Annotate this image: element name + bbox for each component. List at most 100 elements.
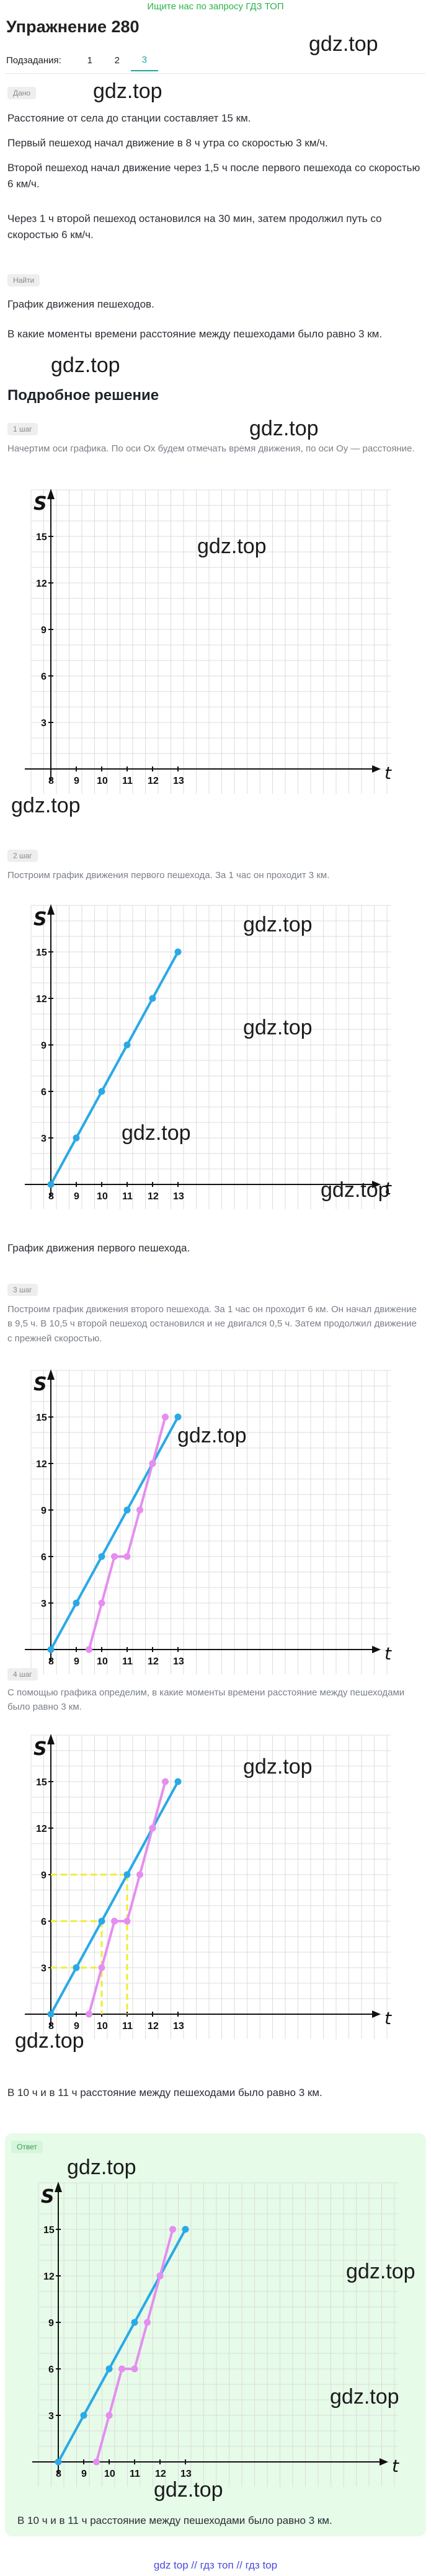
series-point-2	[123, 1917, 131, 1925]
x-axis-arrow	[372, 2010, 381, 2018]
x-tick-label: 13	[173, 1191, 184, 1202]
series-point-1	[123, 1506, 131, 1514]
series-point-1	[123, 1871, 131, 1878]
y-tick-label: 3	[41, 1599, 47, 1609]
watermark: gdz.top	[249, 417, 319, 440]
watermark: gdz.top	[177, 1424, 247, 1447]
graph-1: t S 8 9 10 11 12 13 3 6 9 12 15	[25, 477, 397, 800]
series-point-2	[86, 2010, 92, 2018]
y-tick-label: 12	[36, 1459, 47, 1470]
series-point-2	[98, 1964, 105, 1971]
y-axis-label: S	[33, 908, 47, 930]
y-axis-label: S	[41, 2186, 55, 2208]
y-tick-label: 15	[43, 2225, 55, 2236]
x-axis-label: t	[392, 2456, 399, 2476]
chart-svg: t S 8 9 10 11 12 13 3 6 9 12 15	[25, 1734, 392, 2039]
watermark: gdz.top	[51, 353, 120, 377]
find-label: Найти	[7, 274, 40, 286]
watermark: gdz.top	[197, 535, 267, 558]
y-tick-label: 12	[36, 579, 47, 589]
series-point-2	[136, 1506, 143, 1514]
series-point-1	[98, 1088, 105, 1095]
tab-subtask-1[interactable]: 1	[87, 55, 92, 66]
step-4-label: 4 шаг	[7, 1668, 38, 1681]
x-tick-label: 10	[97, 776, 108, 786]
watermark: gdz.top	[154, 2478, 223, 2502]
y-tick-label: 15	[36, 532, 47, 543]
series-point-2	[169, 2226, 176, 2233]
chart-svg: t S 8 9 10 11 12 13 3 6 9 12 15	[32, 2182, 399, 2487]
page-title: Упражнение 280	[6, 17, 140, 36]
series-point-1	[80, 2412, 87, 2419]
series-point-1	[174, 948, 182, 956]
watermark: gdz.top	[11, 794, 81, 817]
step-4-caption: В 10 ч и в 11 ч расстояние между пешеход…	[7, 2087, 322, 2099]
footer-links[interactable]: gdz top // гдз топ // гдз top	[153, 2559, 278, 2571]
x-tick-label: 13	[180, 2469, 192, 2479]
x-axis-label: t	[384, 763, 392, 783]
series-point-2	[93, 2458, 100, 2466]
step-1-label: 1 шаг	[7, 423, 38, 435]
y-tick-label: 6	[41, 1917, 47, 1927]
y-tick-label: 3	[41, 718, 47, 729]
series-point-1	[47, 2010, 55, 2018]
y-tick-label: 6	[48, 2365, 54, 2375]
series-point-2	[136, 1871, 143, 1878]
series-point-1	[73, 1964, 80, 1971]
y-tick-label: 9	[41, 625, 47, 636]
series-point-2	[98, 1599, 105, 1607]
x-tick-label: 12	[155, 2469, 166, 2479]
x-tick-label: 8	[48, 776, 54, 786]
find-line: В какие моменты времени расстояние между…	[7, 328, 383, 340]
x-tick-label: 8	[48, 1656, 54, 1667]
x-tick-label: 13	[173, 1656, 184, 1667]
y-tick-label: 15	[36, 1777, 47, 1788]
x-tick-label: 8	[48, 1191, 54, 1202]
graph-2: t S 8 9 10 11 12 13 3 6 9 12 15	[25, 893, 397, 1215]
y-axis-arrow	[47, 1369, 55, 1380]
step-3-label: 3 шаг	[7, 1284, 38, 1296]
solution-title: Подробное решение	[7, 387, 159, 404]
x-tick-label: 9	[74, 1191, 79, 1202]
subtasks-label: Подзадания:	[6, 55, 61, 66]
series-point-1	[123, 1041, 131, 1049]
watermark: gdz.top	[15, 2029, 84, 2053]
x-tick-label: 9	[74, 2021, 79, 2032]
watermark: gdz.top	[67, 2156, 136, 2179]
x-axis-label: t	[384, 1178, 392, 1199]
x-tick-label: 9	[81, 2469, 87, 2479]
step-3-text: Построим график движения второго пешеход…	[7, 1304, 417, 1344]
series-point-2	[131, 2365, 138, 2373]
series-point-1	[73, 1134, 80, 1142]
y-axis-label: S	[33, 1374, 47, 1395]
series-line-1	[50, 951, 179, 1185]
x-axis-label: t	[384, 1643, 392, 1664]
series-point-1	[182, 2226, 189, 2233]
y-axis-arrow	[55, 2182, 62, 2192]
tab-subtask-3[interactable]: 3	[130, 55, 158, 71]
y-axis-label: S	[33, 1738, 47, 1760]
search-banner[interactable]: Ищите нас по запросу ГДЗ ТОП	[147, 1, 284, 12]
tab-subtask-2[interactable]: 2	[114, 55, 120, 66]
y-tick-label: 9	[41, 1041, 47, 1051]
x-tick-label: 11	[122, 776, 133, 786]
series-point-2	[149, 1460, 156, 1467]
series-point-1	[73, 1599, 80, 1607]
watermark: gdz.top	[93, 79, 162, 103]
find-line: График движения пешеходов.	[7, 298, 154, 310]
y-axis-arrow	[47, 489, 55, 499]
x-axis-arrow	[372, 1646, 381, 1653]
y-tick-label: 9	[48, 2318, 54, 2329]
series-point-2	[105, 2412, 113, 2419]
y-axis-arrow	[47, 904, 55, 915]
series-line-1	[50, 1416, 179, 1650]
series-point-1	[98, 1553, 105, 1560]
x-axis-label: t	[384, 2008, 392, 2028]
y-tick-label: 15	[36, 1413, 47, 1423]
series-point-2	[118, 2365, 125, 2373]
x-tick-label: 8	[56, 2469, 61, 2479]
watermark: gdz.top	[309, 32, 378, 56]
series-point-2	[111, 1553, 118, 1560]
series-point-2	[149, 1824, 156, 1832]
watermark: gdz.top	[346, 2260, 415, 2283]
